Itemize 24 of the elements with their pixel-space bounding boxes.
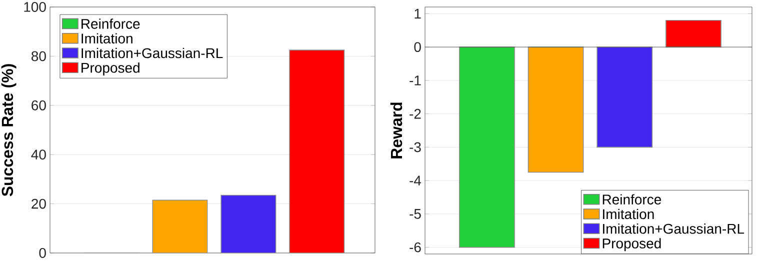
legend-label: Imitation+Gaussian-RL bbox=[82, 48, 223, 58]
y-tick-label: -3 bbox=[410, 142, 421, 152]
legend-label: Reinforce bbox=[602, 194, 662, 204]
legend-label: Proposed bbox=[82, 62, 140, 76]
y-tick-label: -5 bbox=[410, 209, 421, 219]
y-tick-label: 40 bbox=[31, 150, 46, 160]
legend-label: Reinforce bbox=[82, 18, 140, 29]
y-tick-label: 20 bbox=[32, 198, 46, 209]
y-tick-label: 100 bbox=[24, 2, 46, 12]
y-axis-title: Reward bbox=[390, 102, 402, 158]
y-tick-label: -4 bbox=[410, 176, 422, 186]
legend-label: Proposed bbox=[602, 238, 661, 252]
legend-label: Imitation bbox=[603, 208, 654, 220]
y-axis-title: Success Rate (%) bbox=[1, 64, 16, 196]
y-tick-label: -6 bbox=[410, 242, 421, 252]
y-tick-label: -1 bbox=[410, 76, 421, 86]
y-tick-label: 60 bbox=[32, 100, 46, 110]
y-tick-label: 0 bbox=[414, 42, 421, 52]
legend-label: Imitation+Gaussian-RL bbox=[603, 223, 744, 234]
y-tick-label: 0 bbox=[39, 248, 46, 258]
y-tick-label: 80 bbox=[32, 51, 46, 62]
y-tick-label: -2 bbox=[410, 108, 421, 119]
y-tick-label: 1 bbox=[414, 8, 421, 18]
legend-label: Imitation bbox=[82, 33, 132, 44]
